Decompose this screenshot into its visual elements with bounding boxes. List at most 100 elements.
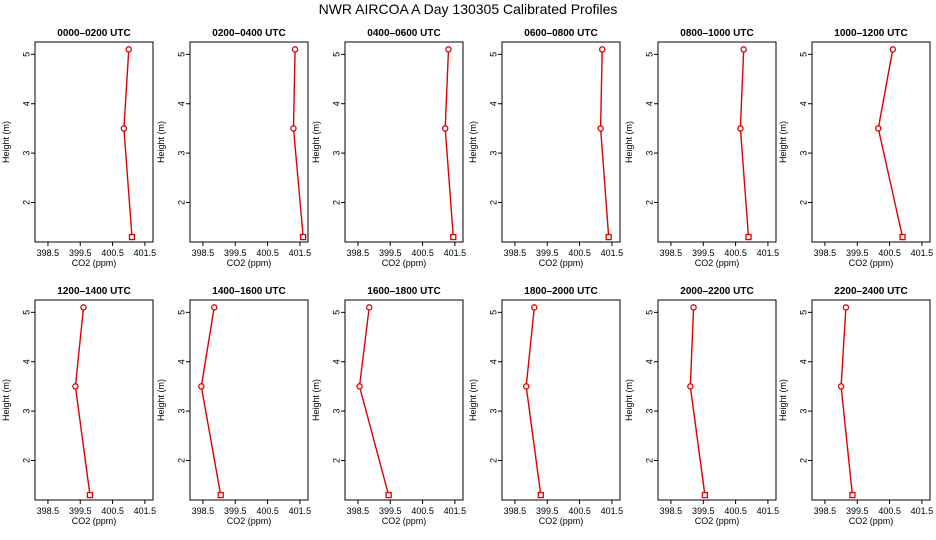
panel-9-point xyxy=(356,383,363,390)
panel-2-series-line xyxy=(292,49,304,238)
panel-7-point xyxy=(80,304,87,311)
panel-6-ytick-label: 5 xyxy=(798,52,808,57)
panel-10-point xyxy=(531,304,538,311)
panel-10-frame xyxy=(501,299,621,501)
panel-5-point xyxy=(737,125,744,132)
panel-9-ytick-label: 5 xyxy=(331,310,341,315)
panel-3-ytick-label: 5 xyxy=(331,52,341,57)
panel-8-xtick-label: 400.5 xyxy=(256,506,279,516)
panel-6-ytick-label: 3 xyxy=(798,151,808,156)
panel-7-ylabel: Height (m) xyxy=(1,379,11,421)
panel-12-frame xyxy=(811,299,931,501)
panel-4-ytick-label: 4 xyxy=(488,101,498,106)
panel-1-ytick-label: 4 xyxy=(21,101,31,106)
panel-2-xtick-label: 400.5 xyxy=(256,248,279,258)
panel-4-ytick-label: 3 xyxy=(488,151,498,156)
panel-4-xtick-label: 399.5 xyxy=(536,248,559,258)
panel-9-xtick-label: 398.5 xyxy=(347,506,370,516)
panel-7-ytick-label: 2 xyxy=(21,458,31,463)
panel-11-ylabel: Height (m) xyxy=(624,379,634,421)
panel-12-point xyxy=(849,491,856,499)
panel-6-xtick-label: 398.5 xyxy=(814,248,837,258)
panel-8-ytick-label: 5 xyxy=(176,310,186,315)
panel-10-point xyxy=(537,491,544,499)
panel-8-title: 1400–1600 UTC xyxy=(212,286,285,297)
panel-7-xtick-label: 399.5 xyxy=(69,506,92,516)
panel-8-series-line xyxy=(200,307,222,496)
panel-2-point xyxy=(300,233,307,241)
panel-7-point xyxy=(72,383,79,390)
panel-2-xtick-label: 399.5 xyxy=(224,248,247,258)
panel-2-frame xyxy=(189,41,309,243)
panel-9-title: 1600–1800 UTC xyxy=(367,286,440,297)
panel-7-ytick-label: 4 xyxy=(21,359,31,364)
panel-7-ytick-label: 5 xyxy=(21,310,31,315)
panel-12-xtick-label: 399.5 xyxy=(846,506,869,516)
panel-12-point xyxy=(837,383,845,390)
panel-5-xtick-label: 401.5 xyxy=(757,248,780,258)
panel-11-series-line xyxy=(689,307,706,496)
panel-11-ytick-label: 5 xyxy=(644,310,654,315)
panel-5-series-line xyxy=(739,49,750,238)
panel-5-ytick-label: 4 xyxy=(644,101,654,106)
panel-8-ytick-label: 3 xyxy=(176,409,186,414)
panel-3-series-line xyxy=(444,49,454,238)
panel-3-point xyxy=(445,46,452,53)
panel-5-title: 0800–1000 UTC xyxy=(680,28,753,39)
panel-9-xtick-label: 399.5 xyxy=(379,506,402,516)
panel-4-ytick-label: 5 xyxy=(488,52,498,57)
panel-10-ytick-label: 4 xyxy=(488,359,498,364)
panel-1-frame xyxy=(34,41,154,243)
panel-10-xtick-label: 398.5 xyxy=(504,506,527,516)
panel-9-point xyxy=(365,304,373,311)
panel-8-point xyxy=(210,304,218,311)
panel-3-xtick-label: 401.5 xyxy=(444,248,467,258)
panel-9-point xyxy=(385,491,392,499)
panel-9-xlabel: CO2 (ppm) xyxy=(382,516,427,526)
panel-6-point xyxy=(899,233,906,241)
panel-4-frame xyxy=(501,41,621,243)
panel-9-series-line xyxy=(358,307,390,496)
panel-10-xtick-label: 400.5 xyxy=(568,506,591,516)
panel-8-point xyxy=(217,491,224,499)
panel-10-ytick-label: 5 xyxy=(488,310,498,315)
panel-12-ytick-label: 3 xyxy=(798,409,808,414)
panel-11-ytick-label: 4 xyxy=(644,359,654,364)
panel-3-ytick-label: 3 xyxy=(331,151,341,156)
panel-10-ytick-label: 3 xyxy=(488,409,498,414)
panel-1-ylabel: Height (m) xyxy=(1,121,11,163)
panel-11-xtick-label: 401.5 xyxy=(757,506,780,516)
panel-4-title: 0600–0800 UTC xyxy=(524,28,597,39)
panel-11-title: 2000–2200 UTC xyxy=(680,286,753,297)
panel-3-ytick-label: 4 xyxy=(331,101,341,106)
panel-7-ytick-label: 3 xyxy=(21,409,31,414)
panel-1-ytick-label: 2 xyxy=(21,200,31,205)
panel-4-point xyxy=(597,125,604,132)
panel-3-point xyxy=(441,125,449,132)
panel-3-xtick-label: 398.5 xyxy=(347,248,370,258)
panel-12-series-line xyxy=(840,307,854,496)
panel-12-ylabel: Height (m) xyxy=(778,379,788,421)
panel-1-ytick-label: 3 xyxy=(21,151,31,156)
panel-5-point xyxy=(740,46,747,53)
panel-6-series-line xyxy=(877,49,904,238)
panel-7-series-line xyxy=(74,307,91,496)
panel-3-frame xyxy=(344,41,464,243)
panel-2-title: 0200–0400 UTC xyxy=(212,28,285,39)
panel-1-xtick-label: 401.5 xyxy=(134,248,157,258)
panel-4-series-line xyxy=(599,49,610,238)
panel-6-ytick-label: 2 xyxy=(798,200,808,205)
panel-9-xtick-label: 400.5 xyxy=(411,506,434,516)
panel-7-frame xyxy=(34,299,154,501)
panel-4-xtick-label: 401.5 xyxy=(601,248,624,258)
panel-12-xlabel: CO2 (ppm) xyxy=(849,516,894,526)
panel-6-xtick-label: 401.5 xyxy=(911,248,934,258)
panel-12-point xyxy=(842,304,850,311)
panel-7-title: 1200–1400 UTC xyxy=(57,286,130,297)
panel-4-ylabel: Height (m) xyxy=(468,121,478,163)
panel-8-point xyxy=(198,383,205,390)
panel-4-point xyxy=(605,233,612,241)
panel-1-title: 0000–0200 UTC xyxy=(57,28,130,39)
panel-9-ytick-label: 3 xyxy=(331,409,341,414)
panel-3-ytick-label: 2 xyxy=(331,200,341,205)
